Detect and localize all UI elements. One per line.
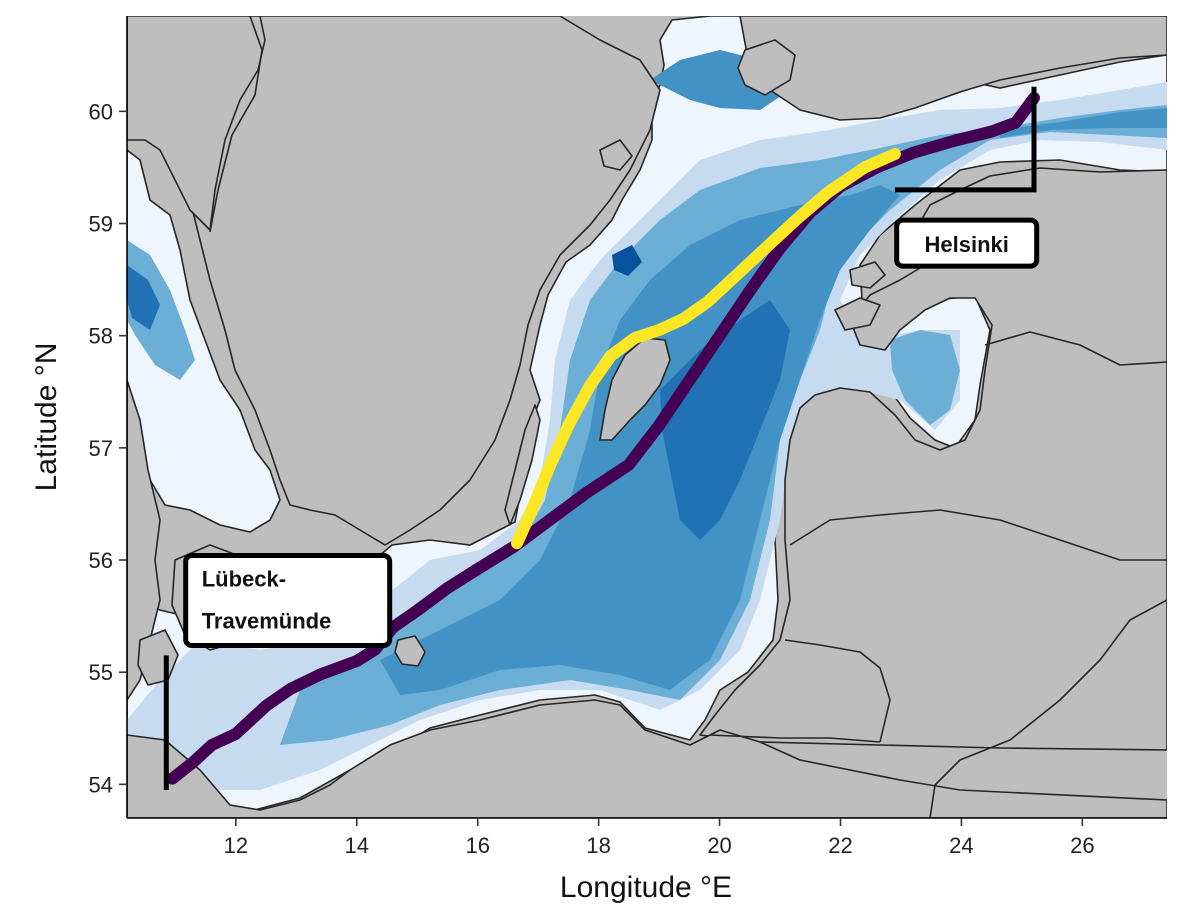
lubeck-label-line-2: Travemünde xyxy=(202,609,332,634)
norway-tip xyxy=(127,16,266,231)
x-tick-label: 24 xyxy=(949,833,973,858)
port-labels: Helsinki Lübeck- Travemünde xyxy=(163,86,1040,790)
x-tick-label: 14 xyxy=(345,833,369,858)
axes xyxy=(126,16,1167,819)
russia-kaliningrad-border xyxy=(709,734,881,743)
x-tick-label: 12 xyxy=(224,833,248,858)
saaremaa-island xyxy=(834,297,881,331)
sea-kattegat-deep xyxy=(127,240,195,380)
finland-mainland xyxy=(739,16,1167,121)
west-shipping-route xyxy=(511,148,901,550)
x-axis-title: Longitude °E xyxy=(560,871,732,904)
sea-landsort-deep xyxy=(612,245,642,276)
x-tick-label: 20 xyxy=(707,833,731,858)
y-tick-label: 57 xyxy=(89,436,113,461)
y-tick-label: 60 xyxy=(89,99,113,124)
y-tick-label: 55 xyxy=(89,660,113,685)
belarus-border xyxy=(929,599,1167,818)
sea-kattegat-deepest xyxy=(127,265,160,330)
y-axis-ticks: 54 55 56 57 58 59 60 xyxy=(89,99,127,797)
gotland-island xyxy=(599,337,671,441)
kaliningrad-east-border xyxy=(784,639,891,743)
lubeck-label: Lübeck- Travemünde xyxy=(183,553,393,648)
denmark-jutland xyxy=(127,379,161,701)
land-features xyxy=(127,16,1167,818)
lubeck-label-line-1: Lübeck- xyxy=(202,567,286,592)
sea-gulf-finland-deep xyxy=(1000,108,1167,138)
x-tick-label: 22 xyxy=(828,833,852,858)
sweden-norway-border xyxy=(209,16,263,233)
helsinki-label: Helsinki xyxy=(894,217,1040,269)
y-tick-label: 58 xyxy=(89,324,113,349)
stockholm-archipelago xyxy=(599,139,633,171)
germany-poland-south xyxy=(127,699,1167,818)
helsinki-label-text: Helsinki xyxy=(925,232,1009,257)
hiiumaa-island xyxy=(849,261,886,289)
x-axis-ticks: 12 14 16 18 20 22 24 26 xyxy=(224,818,1095,858)
sea-gulf-riga xyxy=(890,330,960,425)
y-tick-label: 54 xyxy=(89,772,113,797)
x-tick-label: 26 xyxy=(1070,833,1094,858)
y-tick-label: 59 xyxy=(89,212,113,237)
helsinki-leader-line xyxy=(894,86,1037,193)
y-tick-label: 56 xyxy=(89,548,113,573)
bornholm-island xyxy=(394,635,426,667)
y-axis-title: Latitude °N xyxy=(30,343,63,492)
lithuania-border xyxy=(789,509,1167,561)
lubeck-label-box xyxy=(183,553,393,648)
helsinki-label-box xyxy=(894,217,1040,269)
x-tick-label: 16 xyxy=(465,833,489,858)
aland-islands xyxy=(737,39,796,96)
oland-island xyxy=(504,404,541,526)
x-tick-label: 18 xyxy=(586,833,610,858)
shipping-routes xyxy=(166,91,1040,785)
latvia-estonia-border xyxy=(984,331,1167,366)
sea-gotland-deep xyxy=(660,300,790,540)
sweden-mainland xyxy=(127,16,661,546)
